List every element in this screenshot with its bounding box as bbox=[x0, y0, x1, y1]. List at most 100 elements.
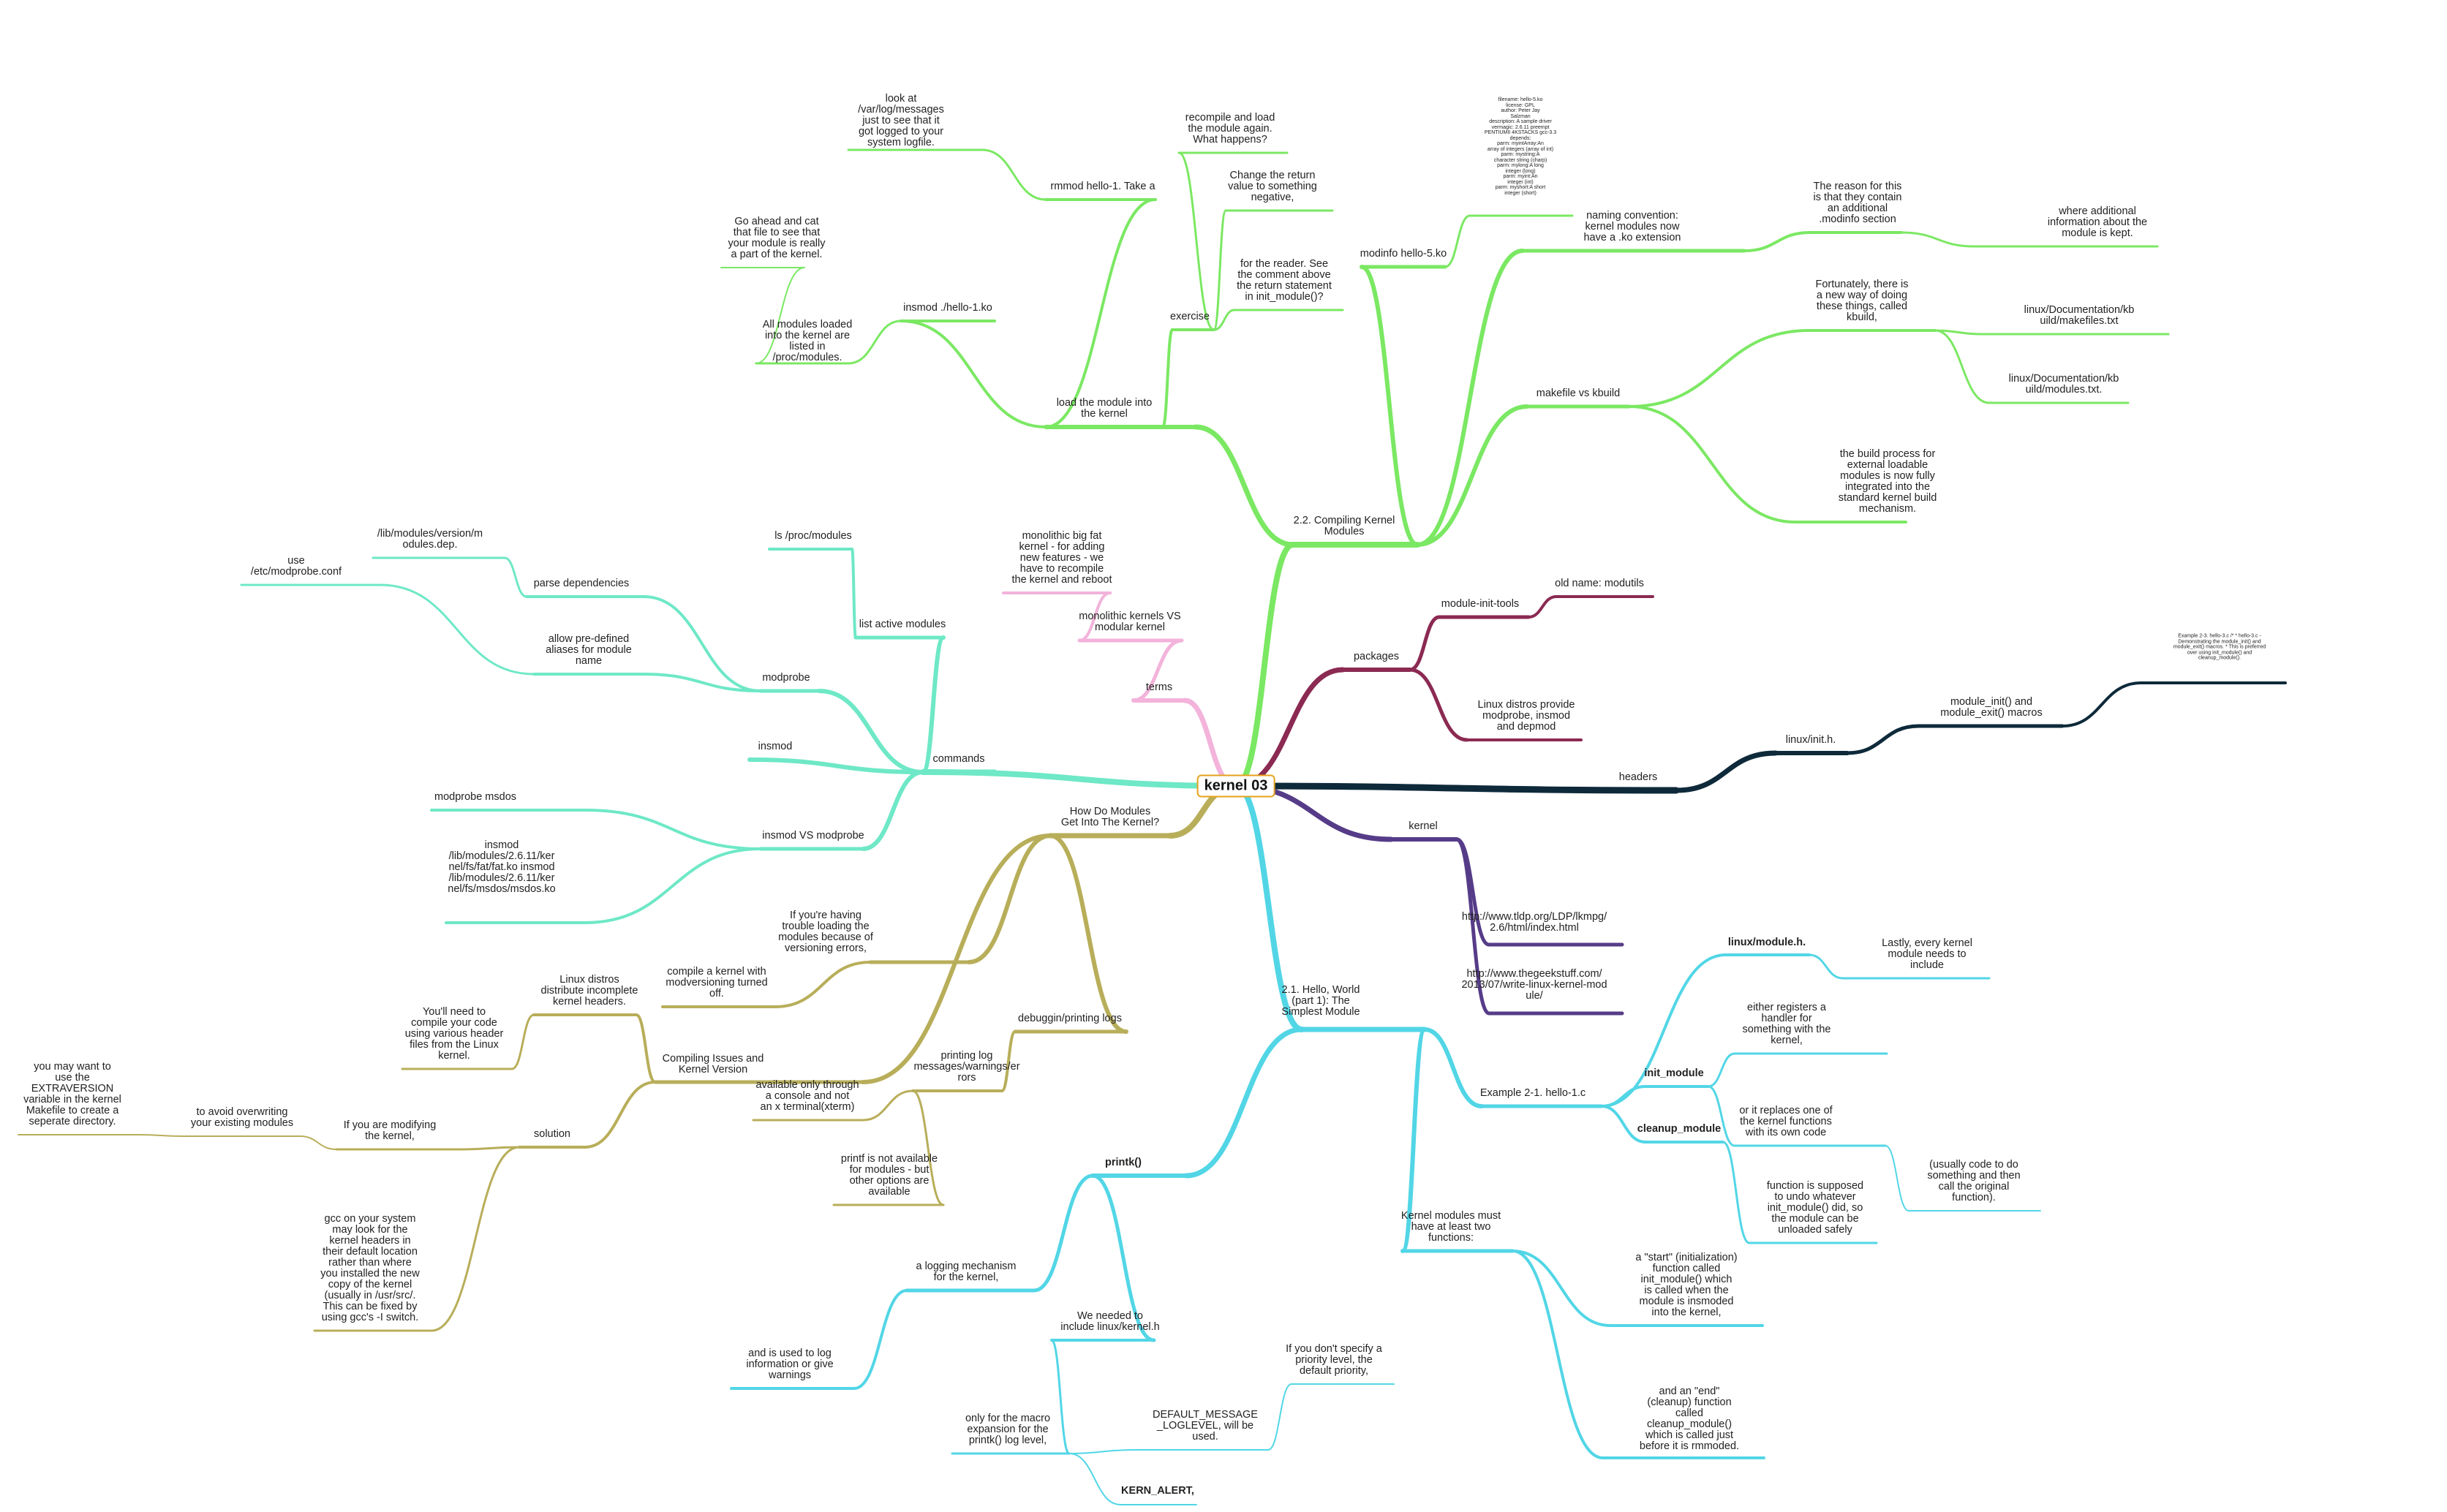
topic-modprobe[interactable]: modprobe bbox=[762, 672, 810, 684]
topic-printing-log-messages[interactable]: printing log messages/warnings/er rors bbox=[913, 1050, 1020, 1084]
connector-compiling bbox=[1213, 309, 1236, 331]
topic-insmod[interactable]: insmod bbox=[758, 741, 793, 752]
topic-init-module[interactable]: init_module bbox=[1644, 1067, 1704, 1079]
topic-if-modifying-kernel[interactable]: If you are modifying the kernel, bbox=[343, 1119, 437, 1142]
topic-allow-aliases[interactable]: allow pre-defined aliases for module nam… bbox=[546, 633, 632, 667]
connector-how-do bbox=[967, 834, 1052, 964]
topic-cleanup-module[interactable]: cleanup_module bbox=[1637, 1123, 1722, 1135]
topic-extraversion[interactable]: you may want to use the EXTRAVERSION var… bbox=[23, 1061, 121, 1127]
topic-compile-header-files[interactable]: You'll need to compile your code using v… bbox=[404, 1006, 504, 1062]
topic-old-name-modutils[interactable]: old name: modutils bbox=[1555, 578, 1644, 589]
topic-load-module[interactable]: load the module into the kernel bbox=[1056, 397, 1153, 420]
central-topic-kernel-03[interactable]: kernel 03 bbox=[1196, 774, 1275, 798]
topic-printf-not-available[interactable]: printf is not available for modules - bu… bbox=[840, 1153, 938, 1198]
connector-headers bbox=[2061, 681, 2143, 727]
topic-look-at-messages[interactable]: look at /var/log/messages just to see th… bbox=[858, 93, 944, 148]
topic-kbuild-makefiles-doc[interactable]: linux/Documentation/kb uild/makefiles.tx… bbox=[2024, 304, 2135, 327]
topic-linux-init-h[interactable]: linux/init.h. bbox=[1785, 734, 1836, 746]
topic-terms[interactable]: terms bbox=[1145, 681, 1173, 693]
topic-for-the-reader[interactable]: for the reader. See the comment above th… bbox=[1237, 258, 1332, 303]
topic-example-hello-1[interactable]: Example 2-1. hello-1.c bbox=[1479, 1087, 1586, 1099]
topic-either-registers[interactable]: either registers a handler for something… bbox=[1742, 1002, 1831, 1046]
topic-default-message-loglevel[interactable]: DEFAULT_MESSAGE _LOGLEVEL, will be used. bbox=[1153, 1409, 1258, 1443]
topic-module-init-tools[interactable]: module-init-tools bbox=[1441, 598, 1520, 610]
topic-hello-world[interactable]: 2.1. Hello, World (part 1): The Simplest… bbox=[1281, 984, 1360, 1018]
topic-or-replaces[interactable]: or it replaces one of the kernel functio… bbox=[1739, 1105, 1833, 1138]
topic-rmmod[interactable]: rmmod hello-1. Take a bbox=[1050, 181, 1155, 192]
topic-where-additional-info[interactable]: where additional information about the m… bbox=[2047, 205, 2148, 239]
topic-insmod-fat-msdos[interactable]: insmod /lib/modules/2.6.11/ker nel/fs/fa… bbox=[448, 839, 556, 895]
topic-monolithic-fat-kernel[interactable]: monolithic big fat kernel - for adding n… bbox=[1011, 530, 1112, 586]
topic-include-kernel-h[interactable]: We needed to include linux/kernel.h bbox=[1060, 1310, 1160, 1333]
connector-hello bbox=[1885, 1145, 1909, 1212]
topic-usually-code[interactable]: (usually code to do something and then c… bbox=[1927, 1159, 2021, 1203]
topic-gcc-headers[interactable]: gcc on your system may look for the kern… bbox=[320, 1213, 420, 1323]
topic-versioning-errors[interactable]: If you're having trouble loading the mod… bbox=[778, 910, 873, 954]
topic-undo-init[interactable]: function is supposed to undo whatever in… bbox=[1766, 1180, 1864, 1236]
topic-insmod-hello[interactable]: insmod ./hello-1.ko bbox=[903, 302, 992, 314]
connector-commands bbox=[642, 595, 762, 692]
topic-packages[interactable]: packages bbox=[1353, 651, 1400, 662]
connector-compiling bbox=[900, 320, 1047, 428]
connector-compiling bbox=[1415, 249, 1525, 547]
topic-lastly-include[interactable]: Lastly, every kernel module needs to inc… bbox=[1882, 937, 1972, 971]
topic-modprobe-msdos[interactable]: modprobe msdos bbox=[434, 791, 517, 803]
topic-default-priority[interactable]: If you don't specify a priority level, t… bbox=[1286, 1343, 1382, 1377]
connector-how-do bbox=[1048, 834, 1128, 1034]
topic-compiling-issues[interactable]: Compiling Issues and Kernel Version bbox=[662, 1053, 764, 1076]
topic-headers[interactable]: headers bbox=[1618, 771, 1658, 783]
topic-reason-modinfo-section[interactable]: The reason for this is that they contain… bbox=[1813, 181, 1902, 225]
connector-how-do bbox=[430, 1146, 521, 1332]
topic-recompile[interactable]: recompile and load the module again. Wha… bbox=[1185, 112, 1275, 145]
topic-example-hello-3[interactable]: Example 2-3. hello-3.c /* * hello-3.c - … bbox=[2173, 633, 2266, 661]
topic-kbuild-modules-doc[interactable]: linux/Documentation/kb uild/modules.txt. bbox=[2008, 373, 2119, 396]
topic-printk[interactable]: printk() bbox=[1105, 1157, 1142, 1168]
topic-naming-convention[interactable]: naming convention: kernel modules now ha… bbox=[1583, 210, 1681, 243]
topic-available-console[interactable]: available only through a console and not… bbox=[755, 1079, 859, 1113]
topic-compile-modversioning[interactable]: compile a kernel with modversioning turn… bbox=[666, 966, 768, 999]
topic-makefile-vs-kbuild[interactable]: makefile vs kbuild bbox=[1536, 388, 1621, 399]
topic-monolithic-vs-modular[interactable]: monolithic kernels VS modular kernel bbox=[1079, 611, 1181, 633]
topic-modinfo[interactable]: modinfo hello-5.ko bbox=[1360, 248, 1447, 260]
topic-macro-expansion[interactable]: only for the macro expansion for the pri… bbox=[965, 1413, 1051, 1446]
topic-all-modules-loaded[interactable]: All modules loaded into the kernel are l… bbox=[762, 319, 853, 363]
link-tldp-lkmpg[interactable]: http://www.tldp.org/LDP/lkmpg/ 2.6/html/… bbox=[1461, 911, 1607, 934]
topic-parse-dependencies[interactable]: parse dependencies bbox=[533, 578, 630, 589]
topic-log-information[interactable]: and is used to log information or give w… bbox=[746, 1347, 834, 1381]
connector-hello bbox=[1511, 1250, 1612, 1327]
topic-build-process[interactable]: the build process for external loadable … bbox=[1838, 448, 1937, 515]
topic-modinfo-output[interactable]: filename: hello-5.ko license: GPL author… bbox=[1484, 97, 1557, 196]
topic-linux-module-h[interactable]: linux/module.h. bbox=[1727, 937, 1806, 948]
connector-commands bbox=[921, 635, 946, 774]
topic-exercise[interactable]: exercise bbox=[1170, 311, 1210, 322]
connector-hello bbox=[1267, 1383, 1292, 1451]
topic-compiling-kernel-modules[interactable]: 2.2. Compiling Kernel Modules bbox=[1293, 515, 1395, 537]
connector-compiling bbox=[1934, 329, 1991, 404]
topic-insmod-vs-modprobe[interactable]: insmod VS modprobe bbox=[762, 830, 864, 842]
topic-end-function[interactable]: and an "end" (cleanup) function called c… bbox=[1639, 1386, 1740, 1452]
topic-debugging-logs[interactable]: debuggin/printing logs bbox=[1018, 1013, 1122, 1024]
topic-logging-mechanism[interactable]: a logging mechanism for the kernel, bbox=[916, 1260, 1017, 1283]
link-thegeekstuff[interactable]: http://www.thegeekstuff.com/ 2013/07/wri… bbox=[1461, 968, 1607, 1002]
topic-commands[interactable]: commands bbox=[932, 753, 985, 765]
topic-change-return[interactable]: Change the return value to something neg… bbox=[1228, 170, 1317, 203]
topic-incomplete-headers[interactable]: Linux distros distribute incomplete kern… bbox=[540, 974, 638, 1008]
topic-linux-distros-provide[interactable]: Linux distros provide modprobe, insmod a… bbox=[1477, 699, 1575, 733]
topic-how-do-modules[interactable]: How Do Modules Get Into The Kernel? bbox=[1060, 806, 1160, 828]
topic-kern-alert[interactable]: KERN_ALERT, bbox=[1121, 1485, 1194, 1497]
connector-packages bbox=[1527, 595, 1558, 619]
topic-solution[interactable]: solution bbox=[534, 1128, 570, 1140]
topic-list-active-modules[interactable]: list active modules bbox=[859, 619, 946, 630]
topic-go-ahead-cat[interactable]: Go ahead and cat that file to see that y… bbox=[728, 216, 826, 260]
topic-use-modprobe-conf[interactable]: use /etc/modprobe.conf bbox=[250, 555, 342, 578]
connector-hello bbox=[1600, 1085, 1647, 1108]
topic-ls-proc-modules[interactable]: ls /proc/modules bbox=[774, 530, 852, 542]
connector-how-do bbox=[584, 1081, 657, 1149]
topic-kernel[interactable]: kernel bbox=[1409, 820, 1438, 832]
topic-modules-dep[interactable]: /lib/modules/version/m odules.dep. bbox=[377, 528, 483, 551]
topic-module-init-macros[interactable]: module_init() and module_exit() macros bbox=[1940, 696, 2043, 719]
topic-start-function[interactable]: a "start" (initialization) function call… bbox=[1635, 1252, 1738, 1318]
topic-avoid-overwriting[interactable]: to avoid overwriting your existing modul… bbox=[190, 1106, 294, 1129]
topic-must-have-two-functions[interactable]: Kernel modules must have at least two fu… bbox=[1400, 1210, 1501, 1244]
topic-fortunately-kbuild[interactable]: Fortunately, there is a new way of doing… bbox=[1815, 279, 1909, 323]
